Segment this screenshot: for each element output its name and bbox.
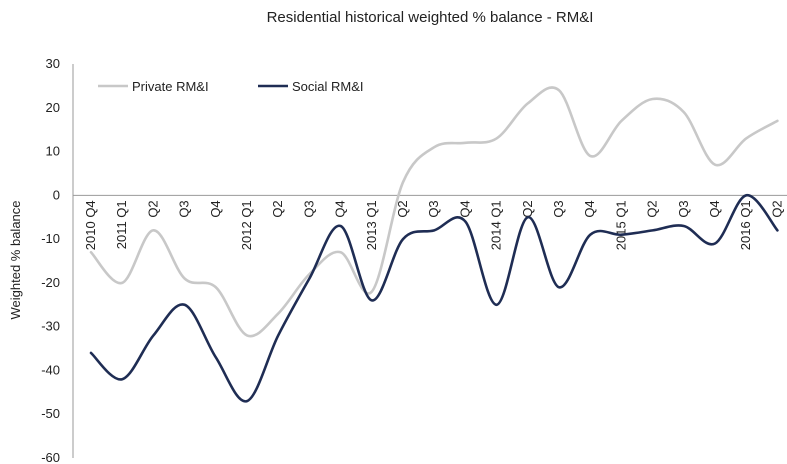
y-tick-label: -20 bbox=[41, 275, 60, 290]
x-tick-label: Q2 bbox=[645, 200, 660, 217]
x-tick-label: Q3 bbox=[676, 200, 691, 217]
y-tick-label: -30 bbox=[41, 319, 60, 334]
series-line-private bbox=[89, 86, 779, 338]
legend: Private RM&I Social RM&I bbox=[98, 79, 364, 94]
x-tick-label: Q2 bbox=[520, 200, 535, 217]
x-tick-label: 2014 Q1 bbox=[489, 200, 504, 250]
y-axis-label: Weighted % balance bbox=[8, 200, 23, 319]
x-tick-label: 2011 Q1 bbox=[114, 200, 129, 249]
x-tick-label: Q2 bbox=[145, 200, 160, 217]
x-tick-label: 2013 Q1 bbox=[364, 200, 379, 250]
x-tick-label: 2012 Q1 bbox=[239, 200, 254, 250]
chart-title: Residential historical weighted % balanc… bbox=[267, 9, 594, 26]
x-tick-labels: 2010 Q4 2011 Q1 Q2 Q3 Q4 2012 Q1 Q2 Q3 Q4 2013 Q1… bbox=[83, 200, 784, 250]
y-tick-label: -50 bbox=[41, 406, 60, 421]
x-tick-label: 2010 Q4 bbox=[83, 200, 98, 250]
x-tick-label: Q3 bbox=[177, 200, 192, 217]
legend-label: Private RM&I bbox=[132, 79, 209, 94]
y-tick-label: 10 bbox=[46, 144, 60, 159]
y-tick-labels: 30 20 10 0 -10 -20 -30 -40 -50 -60 bbox=[41, 56, 60, 464]
x-tick-label: Q4 bbox=[333, 200, 348, 217]
y-tick-label: -10 bbox=[41, 231, 60, 246]
x-tick-label: Q2 bbox=[769, 200, 784, 217]
x-tick-label: Q4 bbox=[457, 200, 472, 217]
series-lines bbox=[89, 86, 779, 403]
y-tick-label: -40 bbox=[41, 362, 60, 377]
y-tick-label: -60 bbox=[41, 450, 60, 464]
x-tick-label: Q3 bbox=[426, 200, 441, 217]
x-tick-label: Q4 bbox=[707, 200, 722, 217]
x-tick-label: Q4 bbox=[582, 200, 597, 217]
y-tick-label: 0 bbox=[53, 187, 60, 202]
x-tick-label: Q2 bbox=[395, 200, 410, 217]
y-tick-label: 20 bbox=[46, 100, 60, 115]
x-tick-label: Q4 bbox=[208, 200, 223, 217]
x-tick-label: Q3 bbox=[551, 200, 566, 217]
x-tick-label: Q3 bbox=[301, 200, 316, 217]
y-tick-label: 30 bbox=[46, 56, 60, 71]
x-tick-label: 2016 Q1 bbox=[738, 200, 753, 250]
x-tick-label: 2015 Q1 bbox=[613, 200, 628, 250]
x-tick-label: Q2 bbox=[270, 200, 285, 217]
series-line-social bbox=[89, 194, 779, 403]
legend-label: Social RM&I bbox=[292, 79, 364, 94]
